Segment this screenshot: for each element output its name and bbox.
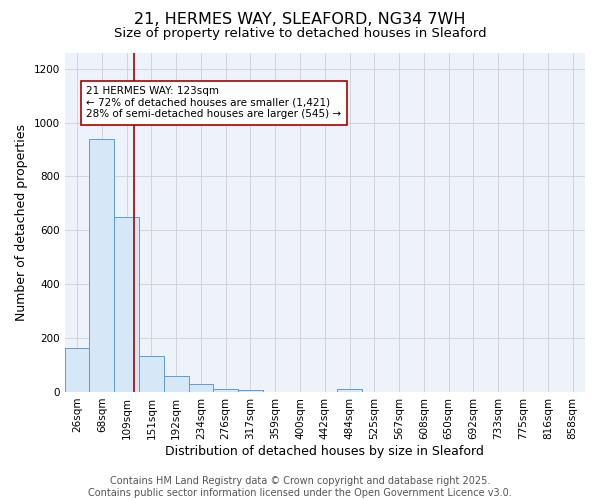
Bar (65, 348, 89, 392)
Bar (214, 388, 238, 392)
X-axis label: Distribution of detached houses by size in Sleaford: Distribution of detached houses by size … (166, 444, 484, 458)
Bar (114, 217, 139, 392)
Bar (89, 138, 114, 392)
Text: Size of property relative to detached houses in Sleaford: Size of property relative to detached ho… (113, 28, 487, 40)
Bar (164, 376, 188, 392)
Text: Contains HM Land Registry data © Crown copyright and database right 2025.
Contai: Contains HM Land Registry data © Crown c… (88, 476, 512, 498)
Y-axis label: Number of detached properties: Number of detached properties (15, 124, 28, 320)
Bar (238, 390, 263, 392)
Text: 21 HERMES WAY: 123sqm
← 72% of detached houses are smaller (1,421)
28% of semi-d: 21 HERMES WAY: 123sqm ← 72% of detached … (86, 86, 341, 120)
Text: 21, HERMES WAY, SLEAFORD, NG34 7WH: 21, HERMES WAY, SLEAFORD, NG34 7WH (134, 12, 466, 28)
Bar (337, 390, 362, 392)
Bar (188, 384, 214, 392)
Bar (139, 356, 164, 392)
